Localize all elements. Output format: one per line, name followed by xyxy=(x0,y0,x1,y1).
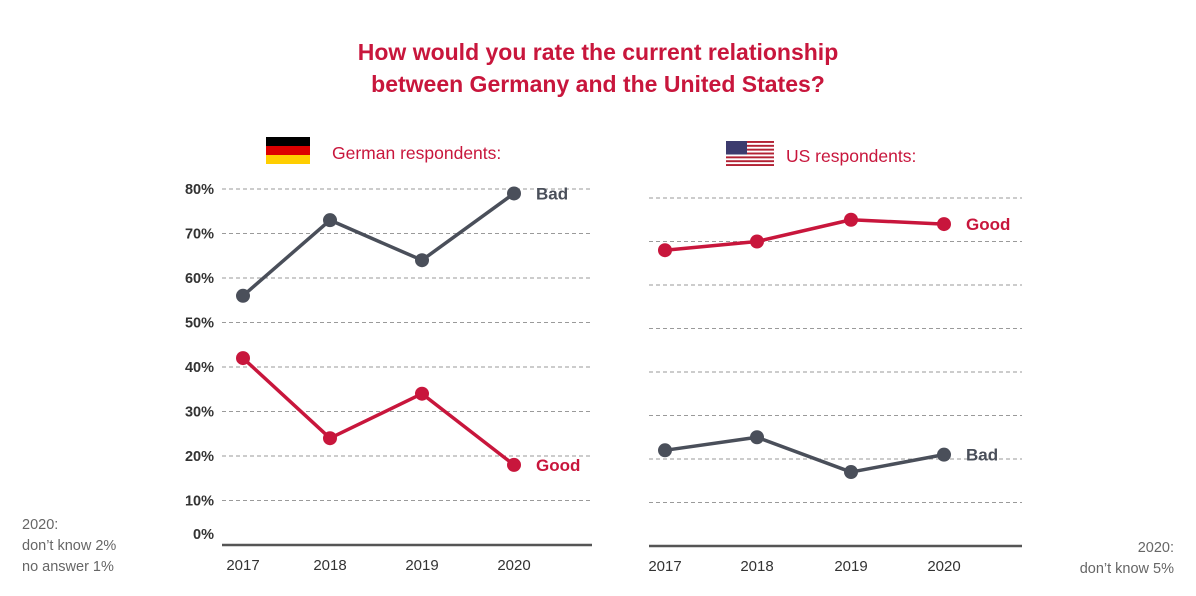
chart-title-line-1: How would you rate the current relations… xyxy=(357,39,839,65)
note-germany-line: 2020: xyxy=(22,517,59,533)
y-tick-label: 60% xyxy=(185,271,214,287)
x-tick-label: 2018 xyxy=(740,558,773,575)
panel-title-germany: German respondents: xyxy=(332,143,501,163)
y-tick-label: 10% xyxy=(185,494,214,510)
y-tick-label: 80% xyxy=(185,182,214,198)
y-tick-label: 0% xyxy=(193,527,214,543)
x-tick-label: 2020 xyxy=(927,558,960,575)
data-point-good xyxy=(658,243,672,258)
x-tick-label: 2020 xyxy=(497,557,530,574)
chart-title: How would you rate the current relations… xyxy=(0,36,1196,100)
x-tick-label: 2019 xyxy=(405,557,438,574)
data-point-good xyxy=(750,234,764,249)
note-us-line: 2020: xyxy=(1137,540,1174,556)
series-label-good: Good xyxy=(966,215,1010,234)
data-point-good xyxy=(415,386,429,401)
series-line-good xyxy=(664,218,945,252)
data-point-good xyxy=(507,457,521,472)
series-label-bad: Bad xyxy=(536,184,568,203)
series-label-good: Good xyxy=(536,456,580,475)
x-tick-label: 2017 xyxy=(226,557,259,574)
note-us: 2020: don’t know 5% xyxy=(1080,538,1174,580)
data-point-bad xyxy=(323,213,337,228)
chart-title-line-2: between Germany and the United States? xyxy=(371,71,825,97)
plot-us: 2017 2018 2019 2020 Good Bad xyxy=(648,197,1022,575)
note-germany: 2020: don’t know 2% no answer 1% xyxy=(22,515,116,578)
note-germany-line: don’t know 2% xyxy=(22,538,117,554)
data-point-bad xyxy=(844,465,858,480)
series-line-bad xyxy=(241,192,516,298)
y-tick-label: 70% xyxy=(185,227,214,243)
x-tick-label: 2019 xyxy=(834,558,867,575)
usa-flag-icon xyxy=(726,141,774,166)
data-point-bad xyxy=(415,253,429,268)
y-tick-label: 20% xyxy=(185,449,214,465)
data-point-bad xyxy=(750,430,764,445)
y-tick-label: 50% xyxy=(185,316,214,332)
x-tick-label: 2017 xyxy=(648,558,681,575)
data-point-bad xyxy=(937,447,951,462)
y-tick-label: 40% xyxy=(185,360,214,376)
x-tick-label: 2018 xyxy=(313,557,346,574)
data-point-good xyxy=(323,431,337,446)
panel-title-us: US respondents: xyxy=(786,146,916,166)
data-point-bad xyxy=(236,288,250,303)
plot-germany: 0% 10% 20% 30% 40% 50% 60% 70% 80% 2017 2018 2019 20… xyxy=(185,182,592,574)
data-point-good xyxy=(236,351,250,366)
y-tick-label: 30% xyxy=(185,405,214,421)
germany-flag-icon xyxy=(266,137,310,164)
note-germany-line: no answer 1% xyxy=(22,559,114,575)
data-point-bad xyxy=(507,186,521,201)
data-point-good xyxy=(937,217,951,232)
series-line-bad xyxy=(664,435,945,474)
series-label-bad: Bad xyxy=(966,446,998,465)
series-line-good xyxy=(241,356,516,467)
note-us-line: don’t know 5% xyxy=(1079,561,1174,577)
data-point-good xyxy=(844,212,858,227)
data-point-bad xyxy=(658,443,672,458)
